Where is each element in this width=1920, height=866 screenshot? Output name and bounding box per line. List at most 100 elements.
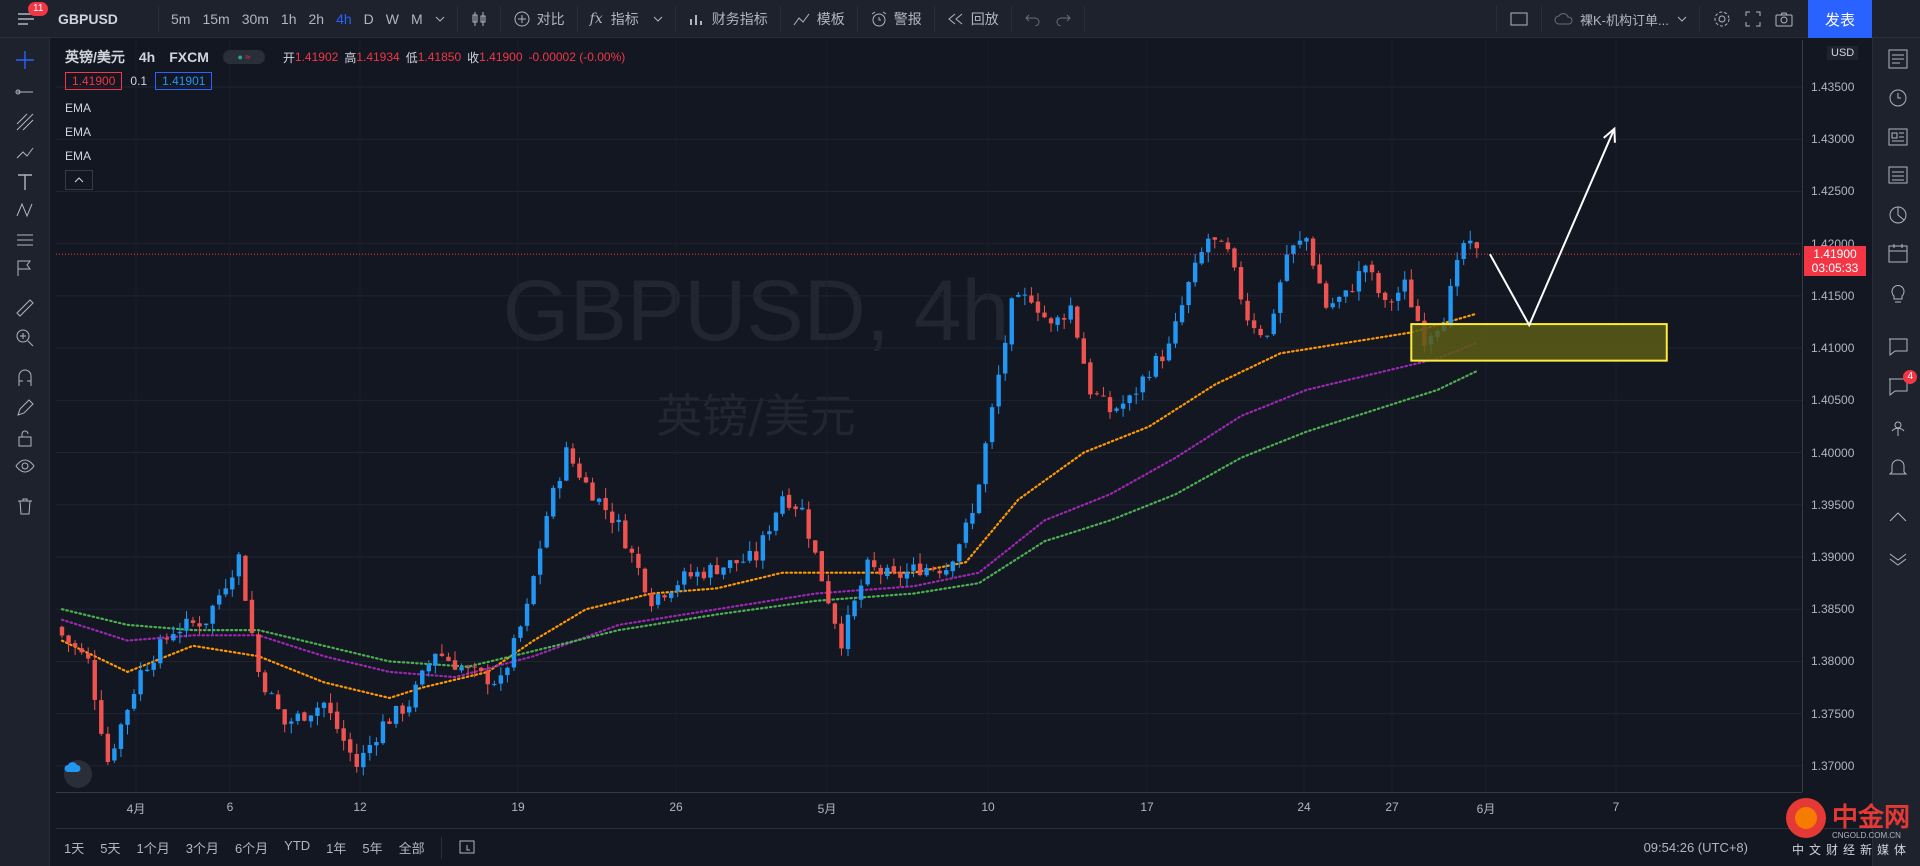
calendar-button[interactable]: [1885, 240, 1911, 266]
redo-button[interactable]: [1048, 0, 1078, 38]
interval-w[interactable]: W: [385, 10, 399, 27]
candle-down: [819, 551, 824, 582]
candle-down: [714, 564, 720, 575]
interval-15m[interactable]: 15m: [202, 10, 230, 27]
current-price-value: 1.41900: [1813, 247, 1857, 262]
candle-up: [1068, 305, 1073, 320]
indicator-ema-1[interactable]: EMA: [65, 101, 92, 115]
publish-button[interactable]: 发表: [1808, 0, 1872, 38]
price-tick: 1.41500: [1811, 288, 1855, 303]
templates-button[interactable]: 模板: [787, 0, 851, 38]
zoom-tool[interactable]: [13, 326, 37, 350]
delete-tool[interactable]: [13, 494, 37, 518]
streams-button[interactable]: [1885, 414, 1911, 440]
layout-name-button[interactable]: 裸K-机构订单...: [1548, 0, 1693, 38]
alerts-button[interactable]: 警报: [864, 0, 928, 38]
goto-date-button[interactable]: [450, 838, 484, 857]
interval-m[interactable]: M: [411, 10, 423, 27]
indicators-button[interactable]: fx 指标: [584, 0, 669, 38]
cloud-logo-button[interactable]: [64, 760, 92, 788]
low-label: 低: [405, 50, 418, 65]
path-tool[interactable]: [13, 140, 37, 164]
lock-tool[interactable]: [13, 426, 37, 450]
legend-symbol[interactable]: 英镑/美元: [65, 49, 125, 65]
candle-down: [439, 653, 445, 656]
layout-select-button[interactable]: [1503, 0, 1535, 38]
line-tool[interactable]: [13, 80, 37, 104]
snapshot-button[interactable]: [1768, 0, 1800, 38]
fib-tool[interactable]: [13, 228, 37, 252]
replay-button[interactable]: 回放: [941, 0, 1005, 38]
interval-4h[interactable]: 4h: [336, 10, 352, 27]
price-axis[interactable]: USD 1.43500 1.43000 1.42500 1.42000 1.41500 1…: [1802, 40, 1872, 792]
candle-up: [963, 522, 969, 543]
messages-button[interactable]: 4: [1885, 370, 1917, 400]
notifications-button[interactable]: [1885, 454, 1911, 480]
candle-up: [459, 667, 464, 671]
interval-dropdown[interactable]: [429, 0, 451, 38]
legend-main-row: 英镑/美元 4h FXCM ● ≈ 开 1.41902 高 1.41934 低 1.4…: [65, 46, 631, 68]
compare-button[interactable]: 对比: [507, 0, 571, 38]
interval-30m[interactable]: 30m: [241, 10, 269, 27]
interval-1h[interactable]: 1h: [280, 10, 297, 27]
candle-up: [760, 535, 766, 561]
time-tick: 6: [226, 800, 234, 814]
crosshair-tool[interactable]: [13, 48, 37, 72]
range-button[interactable]: 5年: [362, 841, 383, 856]
buy-price-button[interactable]: 1.41901: [155, 72, 213, 90]
panel-switcher-button[interactable]: [1885, 544, 1911, 570]
sell-price-button[interactable]: 1.41900: [65, 72, 123, 90]
interval-d[interactable]: D: [363, 10, 374, 27]
candle-down: [387, 721, 392, 724]
stay-drawing-tool[interactable]: [13, 396, 37, 420]
chart-pane[interactable]: GBPUSD, 4h 英镑/美元: [56, 40, 1802, 792]
chats-button[interactable]: [1885, 334, 1911, 360]
measure-tool[interactable]: [13, 296, 37, 320]
candle-down: [793, 506, 798, 510]
collapse-legend-button[interactable]: [65, 170, 93, 190]
calendar-icon: [1888, 244, 1908, 263]
interval-2h[interactable]: 2h: [308, 10, 325, 27]
chart-type-button[interactable]: [464, 0, 494, 38]
range-button[interactable]: 1天: [64, 841, 85, 856]
range-button[interactable]: YTD: [284, 838, 311, 853]
collapse-panel-button[interactable]: [1885, 504, 1911, 530]
settings-button[interactable]: [1706, 0, 1738, 38]
hotlist-button[interactable]: [1885, 202, 1911, 228]
range-button[interactable]: 全部: [398, 841, 425, 856]
watermark-symbol: GBPUSD, 4h: [503, 263, 1010, 359]
interval-5m[interactable]: 5m: [171, 10, 191, 27]
clock[interactable]: 09:54:26 (UTC+8): [1643, 840, 1748, 855]
symbol-search[interactable]: GBPUSD: [58, 10, 118, 27]
range-button[interactable]: 6个月: [234, 841, 269, 856]
pitchfork-tool[interactable]: [13, 110, 37, 134]
ema-slow-line: [60, 370, 1478, 668]
forecast-tool[interactable]: [13, 256, 37, 280]
alerts-panel-button[interactable]: [1885, 84, 1911, 110]
range-button[interactable]: 5天: [100, 841, 121, 856]
news-button[interactable]: [1885, 124, 1911, 150]
currency-label[interactable]: USD: [1827, 46, 1859, 60]
indicator-ema-2[interactable]: EMA: [65, 125, 92, 139]
ideas-button[interactable]: [1885, 280, 1911, 306]
range-button[interactable]: 1个月: [136, 841, 170, 856]
data-window-button[interactable]: [1885, 162, 1911, 188]
indicator-ema-3[interactable]: EMA: [65, 149, 92, 163]
undo-icon: [1025, 14, 1040, 26]
financials-button[interactable]: 财务指标: [682, 0, 774, 38]
market-status-icon[interactable]: ● ≈: [222, 50, 265, 64]
range-button[interactable]: 1年: [326, 841, 347, 856]
lock-icon: [18, 430, 32, 447]
text-tool[interactable]: [13, 170, 37, 194]
fullscreen-button[interactable]: [1738, 0, 1768, 38]
watchlist-button[interactable]: [1885, 46, 1911, 72]
range-button[interactable]: 3个月: [185, 841, 219, 856]
time-axis[interactable]: 4月 6 12 19 26 5月 10 17 24 27 6月 7: [56, 792, 1802, 820]
undo-button[interactable]: [1018, 0, 1048, 38]
main-menu-button[interactable]: 11: [0, 0, 52, 38]
pattern-tool[interactable]: [13, 198, 37, 222]
hide-tool[interactable]: [13, 454, 37, 478]
magnet-tool[interactable]: [13, 366, 37, 390]
candle-up: [289, 721, 294, 724]
